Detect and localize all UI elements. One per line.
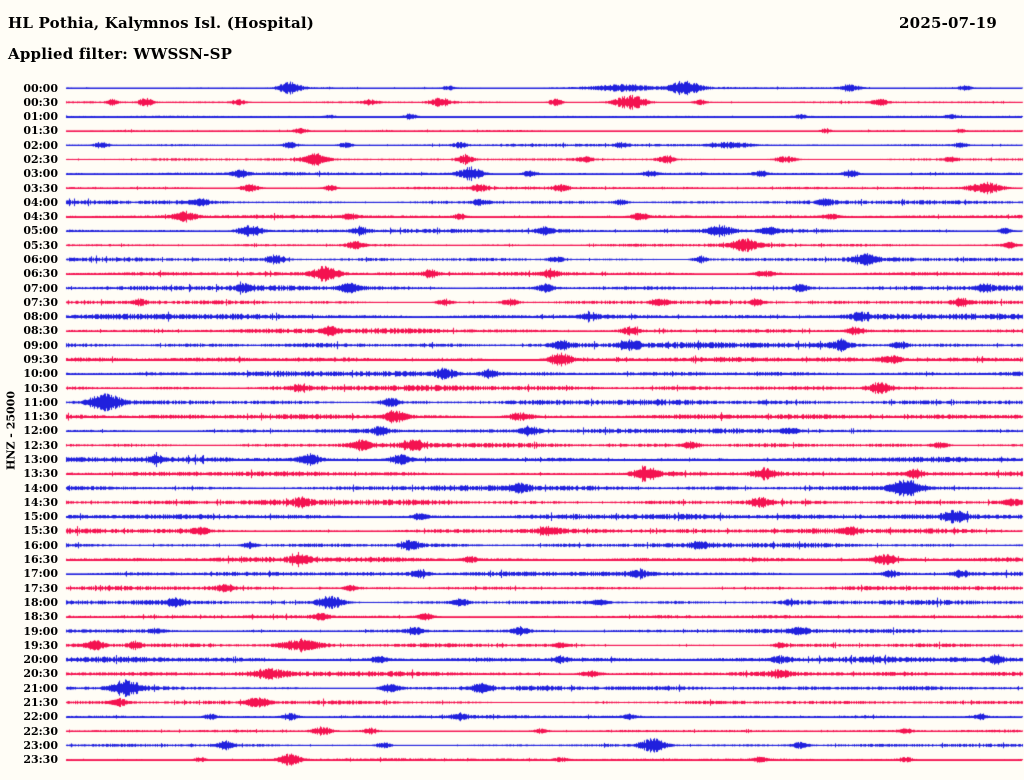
- time-label: 07:00: [23, 281, 58, 295]
- time-label: 04:30: [23, 210, 58, 224]
- date-label: 2025-07-19: [899, 14, 997, 32]
- time-label: 06:30: [23, 267, 58, 281]
- station-title: HL Pothia, Kalymnos Isl. (Hospital): [8, 14, 315, 32]
- time-label: 18:00: [23, 595, 58, 609]
- time-label: 20:00: [23, 653, 58, 667]
- time-label: 14:00: [23, 481, 58, 495]
- time-label: 00:30: [23, 95, 58, 109]
- time-label: 09:30: [23, 353, 58, 366]
- time-label: 15:00: [23, 510, 58, 524]
- time-label: 02:30: [23, 152, 58, 166]
- time-label: 17:00: [23, 567, 58, 581]
- time-label: 23:30: [23, 753, 58, 767]
- time-label: 12:30: [23, 438, 58, 452]
- time-label: 03:00: [23, 167, 58, 181]
- time-label: 11:30: [23, 410, 58, 424]
- time-label: 16:30: [23, 553, 58, 567]
- time-label: 20:30: [23, 667, 58, 681]
- time-label: 03:30: [23, 181, 58, 195]
- time-label: 08:00: [23, 310, 58, 324]
- time-label: 18:30: [23, 610, 58, 624]
- time-label: 10:30: [23, 381, 58, 395]
- time-label: 14:30: [23, 495, 58, 509]
- time-label: 11:00: [23, 395, 58, 409]
- time-label: 19:30: [23, 638, 58, 652]
- time-label: 16:00: [23, 538, 58, 552]
- time-label: 13:30: [23, 467, 58, 481]
- time-label: 01:00: [23, 110, 58, 124]
- time-label: 22:00: [23, 710, 58, 724]
- time-label: 09:00: [23, 338, 58, 352]
- time-label: 02:00: [23, 138, 58, 152]
- time-label: 04:00: [23, 195, 58, 209]
- time-label: 19:00: [23, 624, 58, 638]
- time-label: 23:00: [23, 738, 58, 752]
- time-label: 00:00: [23, 81, 58, 95]
- time-label: 22:30: [23, 724, 58, 738]
- time-label: 21:30: [23, 695, 58, 709]
- time-label: 05:30: [23, 238, 58, 252]
- time-label: 21:00: [23, 681, 58, 695]
- time-label: 05:00: [23, 224, 58, 238]
- time-label: 17:30: [23, 581, 58, 595]
- time-label: 01:30: [23, 124, 58, 138]
- time-label: 08:30: [23, 324, 58, 338]
- time-label: 10:00: [23, 367, 58, 381]
- time-label: 13:00: [23, 453, 58, 467]
- time-label: 07:30: [23, 295, 58, 309]
- filter-label: Applied filter: WWSSN-SP: [8, 45, 233, 63]
- time-label: 12:00: [23, 424, 58, 438]
- time-label: 15:30: [23, 524, 58, 538]
- time-label: 06:00: [23, 252, 58, 266]
